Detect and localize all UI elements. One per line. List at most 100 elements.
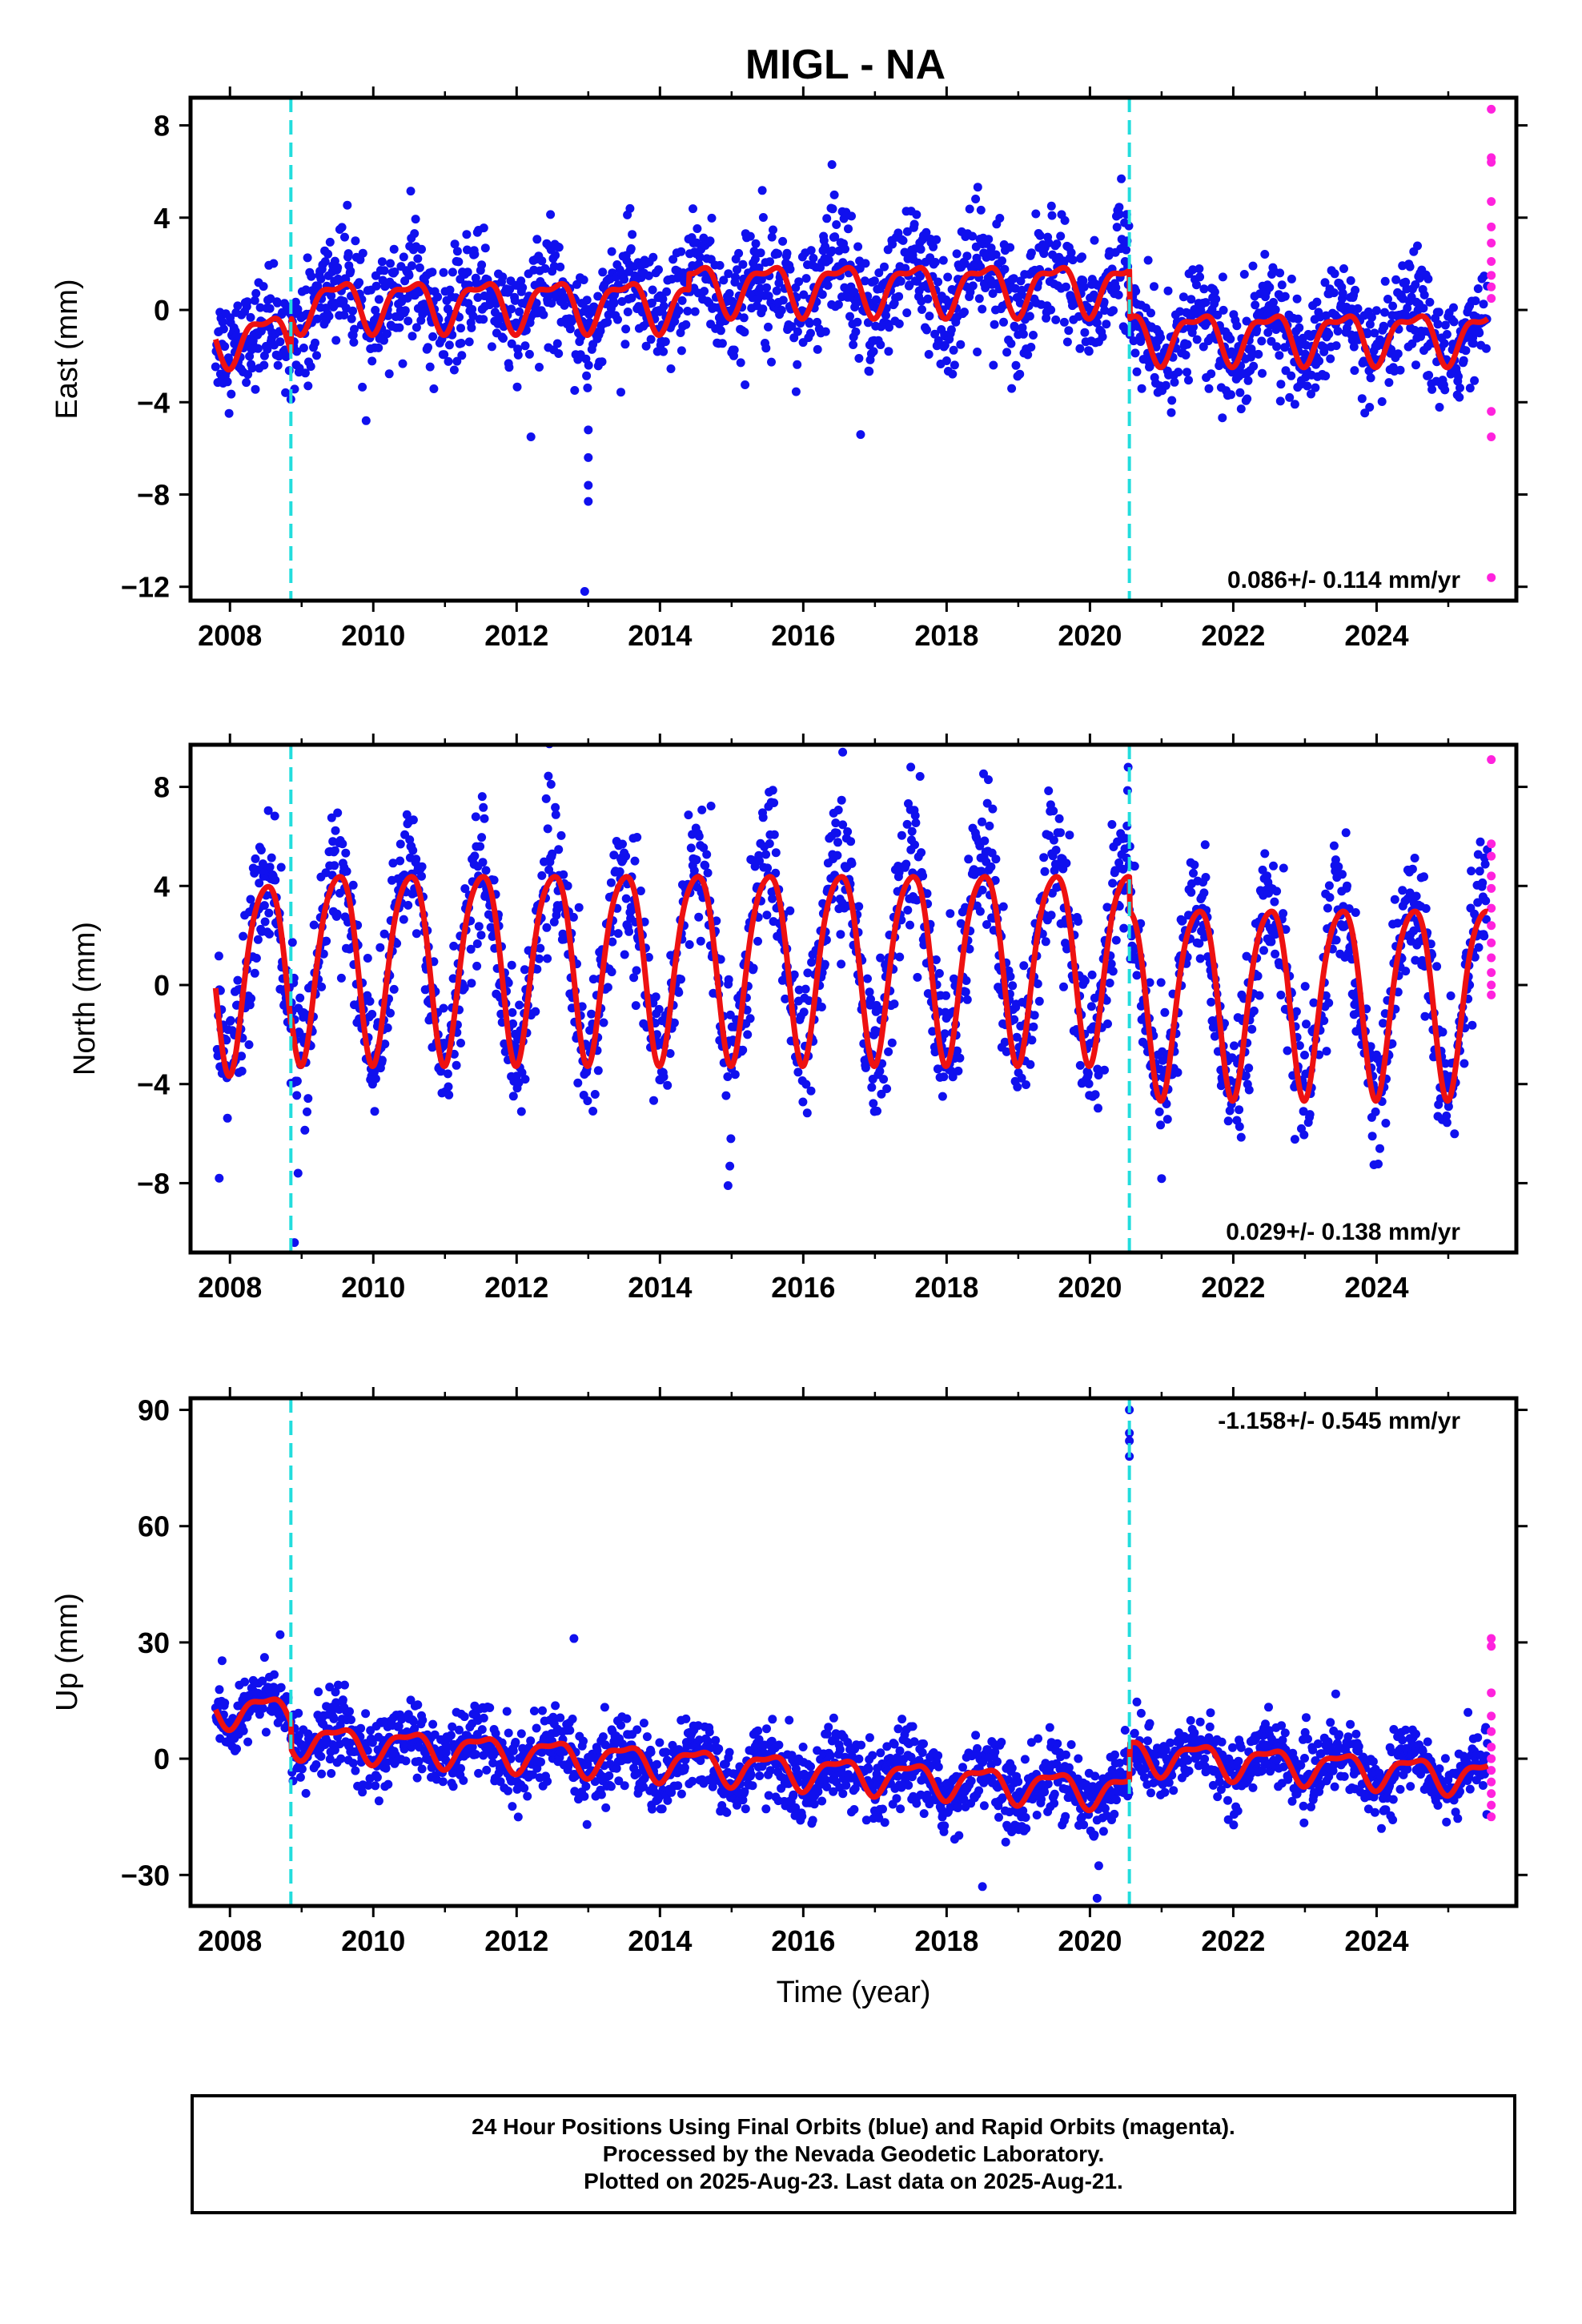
final-orbit-point [833,806,843,814]
final-orbit-point [1254,349,1263,359]
final-orbit-point [801,274,811,283]
final-orbit-point [917,305,926,314]
final-orbit-point [948,369,958,379]
final-orbit-point [383,1023,392,1032]
final-orbit-point [260,917,270,927]
final-orbit-point [1331,935,1341,945]
final-orbit-point [1383,295,1392,304]
final-orbit-point [455,1725,464,1735]
final-orbit-point [1442,330,1452,339]
final-orbit-point [851,327,861,336]
final-orbit-point [674,306,684,316]
final-orbit-point [1060,215,1070,225]
final-orbit-point [237,1051,247,1061]
final-orbit-point [620,275,629,284]
final-orbit-point [253,344,263,353]
final-orbit-point [873,1106,881,1116]
final-orbit-point [694,831,704,841]
final-orbit-point [474,922,484,931]
final-orbit-point [832,828,841,838]
final-orbit-point [1259,946,1268,955]
final-orbit-point [556,830,566,840]
final-orbit-point [301,285,311,295]
final-orbit-point [986,862,996,871]
final-orbit-point [377,257,387,267]
final-orbit-point [239,931,248,941]
final-orbit-point [292,347,302,356]
final-orbit-point [258,859,267,869]
final-orbit-point [654,1004,664,1014]
final-orbit-point [1320,278,1330,287]
final-orbit-point [365,996,375,1006]
final-orbit-point [925,312,934,321]
final-orbit-point [350,324,359,334]
final-orbit-point [445,285,455,295]
final-orbit-point [317,982,327,991]
final-orbit-point [1333,327,1343,336]
final-orbit-point [1131,287,1141,296]
final-orbit-point [1276,991,1286,999]
final-orbit-point [1351,908,1360,917]
final-orbit-point [907,826,917,836]
final-orbit-point [806,1086,816,1096]
final-orbit-point [822,214,832,223]
final-orbit-point [261,1727,271,1737]
final-orbit-point [1379,322,1389,332]
final-orbit-point [799,1007,809,1017]
final-orbit-point [303,1094,313,1104]
final-orbit-point [793,327,802,336]
final-orbit-point [1401,967,1411,976]
final-orbit-point [1398,886,1407,895]
final-orbit-point [697,805,707,814]
final-orbit-point [833,850,842,860]
final-orbit-point [1047,211,1057,220]
final-orbit-point [1218,413,1227,423]
x-tick-label: 2008 [198,1271,262,1304]
final-orbit-point [1160,1007,1170,1017]
final-orbit-point [476,931,486,940]
final-orbit-point [881,311,890,320]
final-orbit-point [337,223,347,232]
final-orbit-point [1365,320,1375,329]
final-orbit-point [401,1756,411,1766]
final-orbit-point [719,275,729,285]
final-orbit-point [408,1716,418,1726]
final-orbit-point [1323,903,1332,913]
final-orbit-point [498,272,508,282]
final-orbit-point [579,1736,588,1746]
final-orbit-point [384,369,394,379]
final-orbit-point [1062,858,1071,868]
final-orbit-point [317,1769,327,1779]
final-orbit-point [303,381,313,391]
final-orbit-point [1162,1115,1172,1124]
up-plot-area [211,1405,1496,1903]
final-orbit-point [1377,397,1387,406]
final-orbit-point [551,251,560,260]
chart-title: MIGL - NA [745,42,946,88]
final-orbit-point [607,967,616,977]
final-orbit-point [316,1751,326,1761]
final-orbit-point [885,323,893,332]
final-orbit-point [973,183,982,192]
final-orbit-point [1117,174,1126,183]
final-orbit-point [887,1038,897,1047]
final-orbit-point [603,983,612,992]
final-orbit-point [255,303,265,312]
rapid-orbit-point [1487,271,1496,280]
final-orbit-point [648,298,656,308]
final-orbit-point [854,354,864,363]
final-orbit-point [724,269,733,279]
final-orbit-point [351,1766,360,1775]
final-orbit-point [1455,392,1464,402]
final-orbit-point [1367,1132,1377,1141]
rapid-orbit-point [1487,407,1496,416]
final-orbit-point [523,1791,532,1801]
final-orbit-point [1015,369,1025,379]
final-orbit-point [1480,931,1489,941]
y-tick-label: −4 [137,386,170,419]
final-orbit-point [399,915,408,924]
final-orbit-point [990,320,999,329]
final-orbit-point [813,317,822,327]
final-orbit-point [1186,295,1196,304]
